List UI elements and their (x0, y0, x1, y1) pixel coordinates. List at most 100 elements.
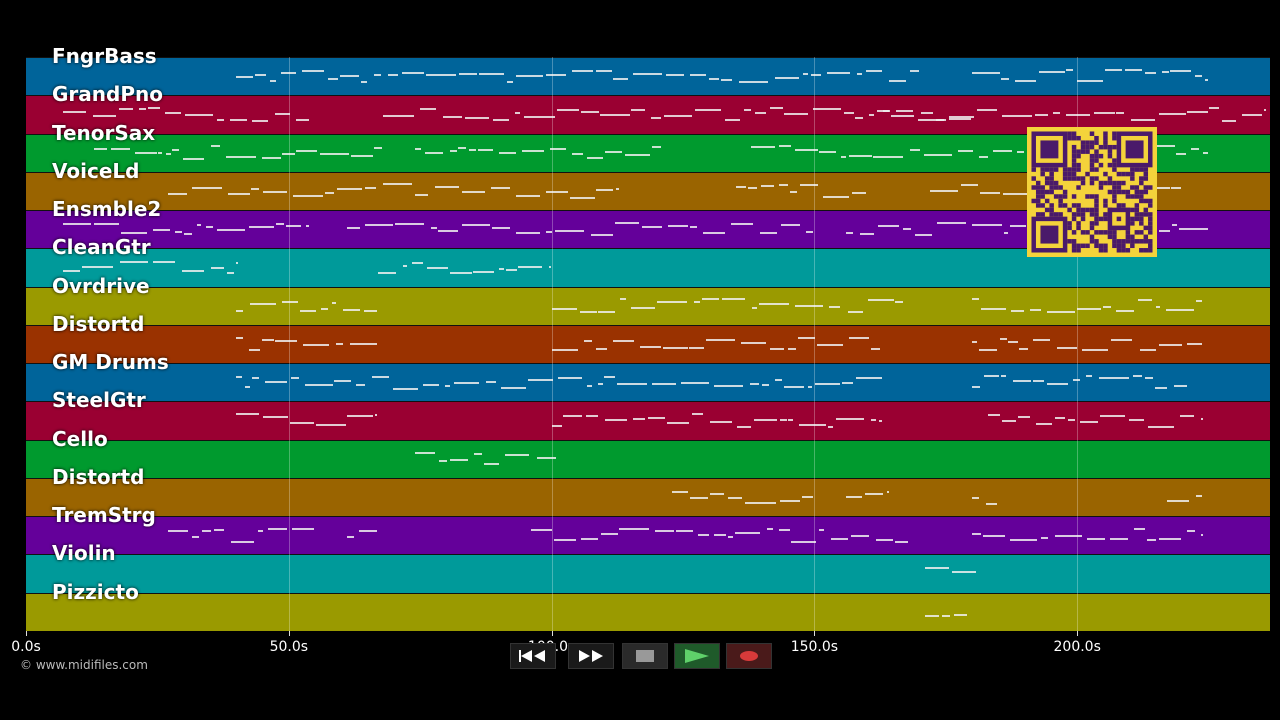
midi-note (1144, 377, 1153, 380)
midi-note (847, 310, 864, 313)
midi-note (465, 117, 490, 120)
play-button[interactable] (674, 643, 720, 669)
midi-note (600, 113, 630, 116)
midi-note (281, 301, 298, 304)
midi-note (979, 155, 989, 158)
midi-note (411, 261, 423, 264)
midi-note (731, 223, 754, 226)
midi-note (183, 232, 192, 235)
midi-note (811, 73, 822, 76)
midi-note (866, 69, 883, 72)
midi-note (630, 306, 656, 309)
midi-note (579, 311, 598, 314)
midi-note (855, 377, 882, 380)
midi-note (604, 376, 615, 379)
midi-note (213, 529, 224, 532)
midi-note (548, 265, 551, 268)
midi-note (857, 73, 862, 76)
midi-note (478, 149, 494, 152)
midi-note (300, 309, 316, 312)
midi-note (1086, 537, 1105, 540)
midi-note (774, 77, 799, 80)
midi-note (335, 342, 343, 345)
midi-note (584, 339, 593, 342)
midi-note (320, 308, 329, 311)
midi-note (724, 118, 740, 121)
midi-note (290, 377, 299, 380)
midi-note (826, 72, 851, 75)
midi-note (800, 184, 818, 187)
midi-note (1103, 305, 1112, 308)
rewind-button[interactable] (510, 643, 556, 669)
track-lane[interactable] (26, 516, 1270, 555)
track-lane[interactable] (26, 286, 1270, 325)
midi-note (358, 530, 378, 533)
midi-note (153, 228, 170, 231)
midi-note (745, 501, 776, 504)
midi-note (652, 383, 677, 386)
midi-note (770, 347, 785, 350)
rewind-icon (519, 650, 545, 662)
midi-note (972, 223, 1003, 226)
midi-note (1000, 375, 1006, 378)
track-lane[interactable] (26, 363, 1270, 402)
track-lane[interactable] (26, 439, 1270, 478)
midi-note (1205, 78, 1208, 81)
midi-note (536, 457, 556, 460)
midi-note (981, 308, 1006, 311)
track-lane[interactable] (26, 324, 1270, 364)
track-lane[interactable] (26, 57, 1270, 96)
track-lane[interactable] (26, 401, 1270, 440)
midi-note (992, 149, 1013, 152)
stop-button[interactable] (622, 643, 668, 669)
midi-note (1170, 69, 1192, 72)
track-label: VoiceLd (52, 158, 140, 183)
midi-note (325, 192, 334, 195)
midi-note (1115, 310, 1135, 313)
midi-note (871, 347, 881, 350)
midi-note (895, 540, 908, 543)
midi-note (461, 223, 490, 226)
midi-note (166, 153, 171, 156)
midi-note (276, 223, 284, 226)
record-button[interactable] (726, 643, 772, 669)
midi-note (172, 149, 179, 152)
midi-note (225, 156, 257, 159)
fast-forward-button[interactable] (568, 643, 614, 669)
midi-note (62, 111, 87, 114)
midi-note (383, 115, 414, 118)
midi-note (735, 532, 761, 535)
midi-note (982, 535, 1006, 538)
midi-note (827, 426, 833, 429)
midi-note (1032, 339, 1051, 342)
midi-note (651, 146, 661, 149)
midi-note (426, 74, 457, 77)
midi-note (760, 184, 775, 187)
midi-note (250, 187, 259, 190)
midi-note (1014, 80, 1037, 83)
midi-note (738, 80, 769, 83)
midi-note (788, 348, 796, 351)
midi-note (281, 72, 297, 75)
midi-note (596, 189, 613, 192)
midi-note (419, 107, 436, 110)
midi-note (388, 74, 398, 77)
fast-forward-icon (579, 650, 603, 662)
track-lane[interactable] (26, 554, 1270, 593)
midi-note (1082, 349, 1109, 352)
midi-note (871, 418, 876, 421)
midi-note (1076, 308, 1101, 311)
midi-note (296, 150, 317, 153)
midi-note (844, 112, 855, 114)
midi-note (865, 493, 884, 495)
midi-note (340, 75, 360, 78)
midi-note (1195, 300, 1203, 303)
midi-note (597, 383, 603, 386)
track-lane[interactable] (26, 477, 1270, 517)
midi-note (831, 538, 849, 541)
midi-note (633, 72, 663, 75)
track-lane[interactable] (26, 592, 1270, 631)
midi-note (1033, 380, 1045, 383)
tick-label: 0.0s (11, 639, 41, 655)
midi-note (618, 528, 650, 531)
